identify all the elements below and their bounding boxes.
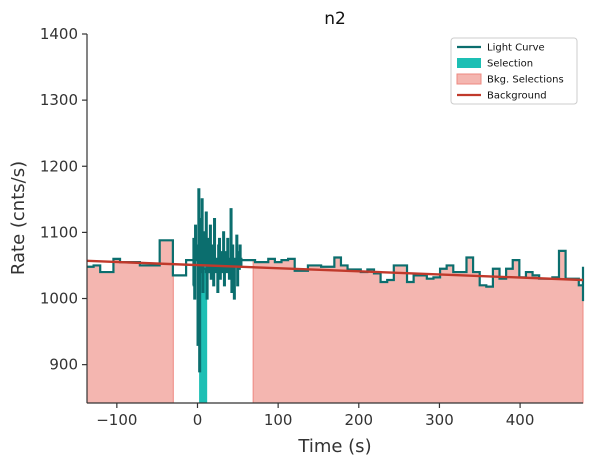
legend-label: Selection xyxy=(487,59,533,70)
light-curve-fine xyxy=(192,188,243,373)
plot-area xyxy=(86,188,585,404)
y-tick-label: 1100 xyxy=(40,223,78,241)
legend-label: Bkg. Selections xyxy=(487,75,564,86)
x-axis-label: Time (s) xyxy=(297,436,371,457)
y-tick-label: 1200 xyxy=(40,157,78,175)
x-tick-label: −100 xyxy=(96,411,137,429)
x-tick-label: 100 xyxy=(264,411,293,429)
legend-label: Background xyxy=(487,91,547,102)
chart-title: n2 xyxy=(324,9,346,29)
x-tick-label: 400 xyxy=(506,411,535,429)
y-tick-label: 1000 xyxy=(40,290,78,308)
legend-box xyxy=(450,37,578,105)
background-fit-line xyxy=(86,259,584,282)
legend-label: Light Curve xyxy=(487,43,545,54)
x-tick-label: 200 xyxy=(344,411,373,429)
x-tick-label: 0 xyxy=(193,411,203,429)
axes: −100 0 100 200 300 400 900 1000 1100 1200 1300 1400 xyxy=(40,25,583,429)
y-tick-label: 1300 xyxy=(40,91,78,109)
x-tick-label: 300 xyxy=(425,411,454,429)
y-tick-label: 1400 xyxy=(40,25,78,43)
legend-swatch-patch xyxy=(457,58,481,68)
light-curve-tail xyxy=(241,249,585,302)
legend-swatch-patch xyxy=(456,73,482,85)
legend: Light Curve Selection Bkg. Selections Backg… xyxy=(450,37,578,105)
y-tick-label: 900 xyxy=(49,356,78,374)
y-axis-label: Rate (cnts/s) xyxy=(8,161,29,275)
